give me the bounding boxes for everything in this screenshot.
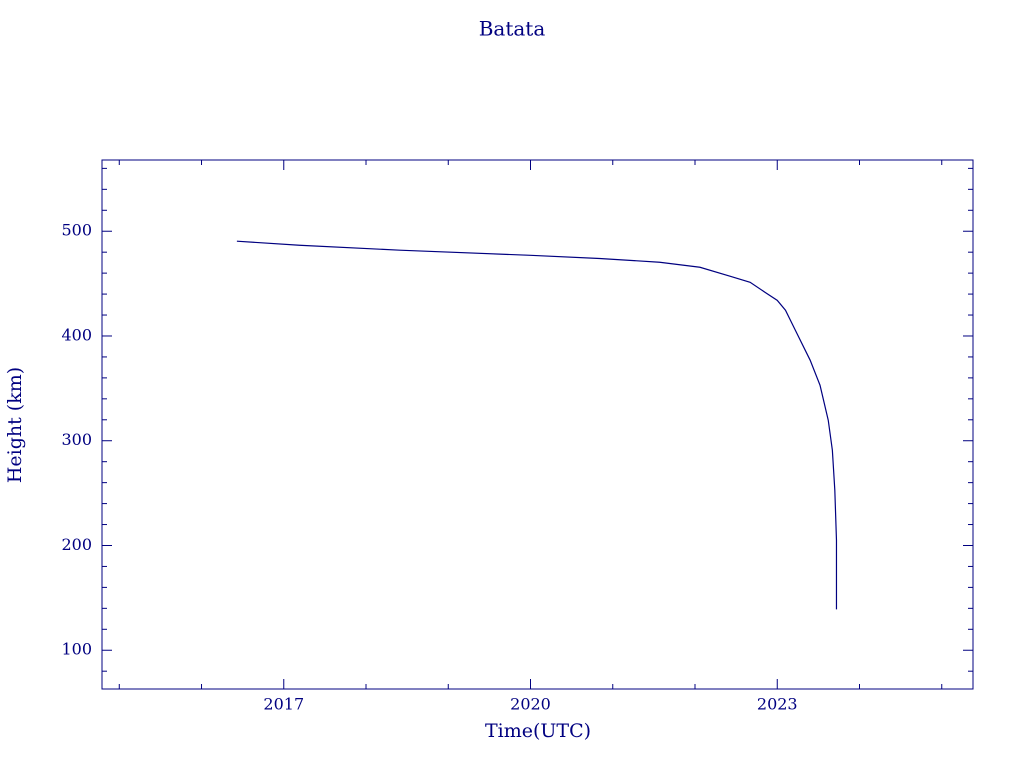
y-tick-label: 300	[61, 430, 92, 449]
y-tick-label: 100	[61, 640, 92, 659]
y-tick-label: 500	[61, 221, 92, 240]
x-axis-label: Time(UTC)	[485, 720, 591, 742]
data-line	[236, 240, 838, 610]
chart-title: Batata	[479, 17, 546, 41]
x-tick-label: 2017	[263, 695, 304, 714]
y-tick-label: 200	[61, 535, 92, 554]
plot-frame	[101, 159, 974, 690]
x-tick-label: 2023	[757, 695, 798, 714]
y-tick-label: 400	[61, 325, 92, 344]
x-tick-label: 2020	[510, 695, 551, 714]
y-axis-label: Height (km)	[4, 367, 26, 483]
